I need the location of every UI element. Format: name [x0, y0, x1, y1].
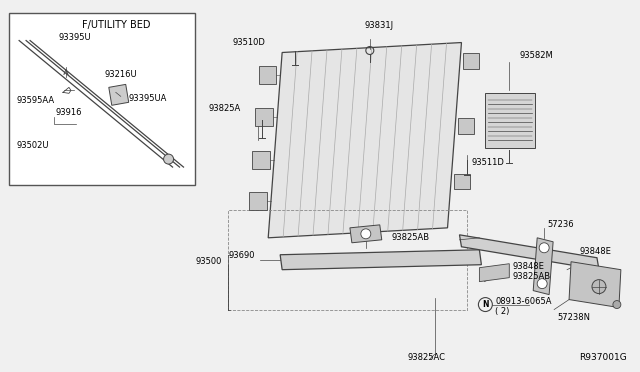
Text: F/UTILITY BED: F/UTILITY BED: [81, 20, 150, 30]
Circle shape: [592, 280, 606, 294]
Text: N: N: [482, 300, 488, 309]
Bar: [252, 151, 270, 169]
Polygon shape: [268, 42, 461, 238]
Text: 93825AB: 93825AB: [392, 233, 430, 242]
Text: 93395U: 93395U: [59, 33, 92, 42]
Bar: [259, 66, 276, 84]
Text: 93502U: 93502U: [16, 141, 49, 150]
Circle shape: [164, 154, 173, 164]
Polygon shape: [350, 225, 382, 243]
Circle shape: [539, 243, 549, 253]
Polygon shape: [109, 84, 129, 105]
Polygon shape: [280, 250, 481, 270]
Bar: [249, 192, 267, 210]
Bar: [255, 108, 273, 126]
Polygon shape: [460, 235, 599, 270]
Bar: [463, 53, 479, 69]
Text: 93216U: 93216U: [105, 70, 138, 79]
Text: ( 2): ( 2): [495, 307, 509, 316]
Circle shape: [361, 229, 371, 239]
Text: 93595AA: 93595AA: [16, 96, 54, 105]
Text: 93510D: 93510D: [232, 38, 265, 47]
Bar: [458, 118, 474, 134]
Text: 08913-6065A: 08913-6065A: [495, 297, 552, 306]
Text: 57238N: 57238N: [557, 313, 590, 322]
Text: 93500: 93500: [196, 257, 222, 266]
Text: 93511D: 93511D: [472, 158, 504, 167]
Text: 57236: 57236: [547, 220, 574, 230]
Bar: [454, 174, 470, 189]
Text: 93690: 93690: [228, 251, 255, 260]
Text: 93916: 93916: [56, 108, 83, 117]
Text: 93825AB: 93825AB: [512, 272, 550, 281]
Circle shape: [613, 301, 621, 308]
Text: 93395UA: 93395UA: [129, 94, 167, 103]
Bar: [485, 93, 535, 148]
Text: 93825AC: 93825AC: [408, 353, 445, 362]
Bar: [9, 13, 195, 185]
Text: 93582M: 93582M: [519, 51, 553, 60]
Polygon shape: [479, 264, 509, 282]
Text: 93848E: 93848E: [512, 262, 544, 271]
Circle shape: [537, 279, 547, 289]
Text: 93831J: 93831J: [365, 21, 394, 30]
Polygon shape: [533, 238, 553, 295]
Polygon shape: [569, 262, 621, 308]
Text: R937001G: R937001G: [579, 353, 627, 362]
Bar: [228, 210, 467, 310]
Text: 93825A: 93825A: [208, 104, 240, 113]
Text: 93848E: 93848E: [579, 247, 611, 256]
